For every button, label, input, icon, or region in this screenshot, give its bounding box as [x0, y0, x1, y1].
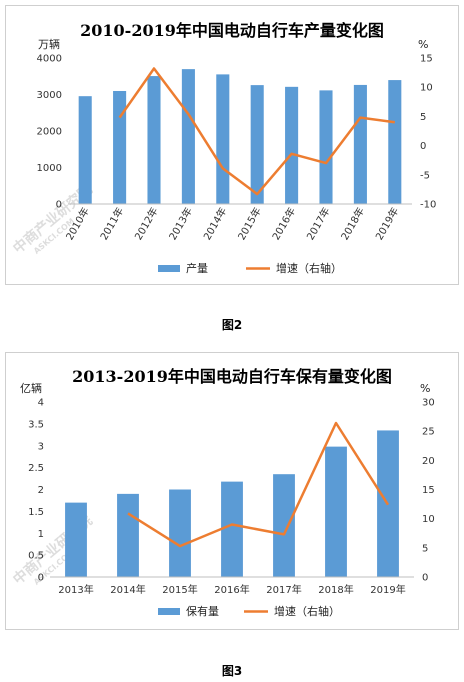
left-axis-tick-label: 0	[38, 573, 44, 584]
x-axis-tick-label: 2018年	[318, 583, 353, 596]
left-axis-unit: 万辆	[38, 37, 60, 51]
left-axis-tick-label: 2.5	[28, 463, 44, 474]
left-axis-tick-label: 1.5	[28, 507, 44, 518]
right-axis-unit: %	[420, 382, 430, 395]
figure-caption-2: 图2	[221, 318, 243, 332]
left-axis-tick-label: 1000	[37, 163, 62, 174]
left-axis-tick-label: 4000	[37, 54, 62, 65]
bar-产量	[147, 76, 161, 204]
right-axis-tick-label: 5	[422, 543, 428, 554]
legend-label-bar: 产量	[186, 261, 208, 275]
bar-保有量	[221, 481, 243, 577]
bar-保有量	[325, 446, 347, 577]
left-axis-tick-label: 3	[38, 441, 44, 452]
left-axis-unit: 亿辆	[20, 381, 42, 395]
figure-caption-3: 图3	[221, 664, 243, 678]
bar-保有量	[169, 489, 191, 577]
chart-panel-production: 2010-2019年中国电动自行车产量变化图 万辆% 中商产业研究院 ASKCI.CO…	[5, 5, 459, 285]
bar-产量	[250, 85, 264, 204]
x-axis-tick-label: 2015年	[235, 205, 264, 242]
chart-title: 2010-2019年中国电动自行车产量变化图	[80, 21, 384, 40]
left-axis-tick-label: 4	[38, 398, 44, 409]
line-growth-rate	[127, 421, 390, 548]
right-axis-tick-label: 15	[420, 54, 433, 65]
legend-label-line: 增速（右轴）	[274, 604, 340, 618]
bar-产量	[285, 86, 299, 204]
right-axis-tick-label: 10	[422, 514, 435, 525]
legend-swatch-bar	[158, 265, 180, 272]
x-axis-tick-label: 2011年	[97, 205, 126, 242]
legend-label-line: 增速（右轴）	[276, 261, 342, 275]
right-axis-unit: %	[418, 38, 428, 51]
x-axis-tick-label: 2013年	[58, 583, 93, 596]
x-axis-tick-label: 2016年	[269, 205, 298, 242]
x-axis-tick-label: 2016年	[214, 583, 249, 596]
left-axis-tick-label: 3.5	[28, 419, 44, 430]
bar-保有量	[273, 474, 295, 577]
right-axis-tick-label: 15	[422, 485, 435, 496]
x-axis-tick-label: 2018年	[338, 205, 367, 242]
x-axis-tick-label: 2017年	[266, 583, 301, 596]
bar-产量	[181, 69, 195, 204]
right-axis-tick-label: 5	[420, 112, 426, 123]
bar-产量	[216, 74, 230, 205]
right-axis-tick-label: 25	[422, 427, 435, 438]
right-axis-tick-label: -5	[420, 170, 430, 181]
x-axis-tick-label: 2014年	[110, 583, 145, 596]
bar-产量	[113, 90, 127, 204]
right-axis-tick-label: -10	[420, 200, 436, 211]
x-axis-tick-label: 2017年	[304, 205, 333, 242]
bar-产量	[353, 84, 367, 204]
legend-swatch-bar	[158, 608, 180, 615]
x-axis-tick-label: 2014年	[200, 205, 229, 242]
bar-产量	[319, 90, 333, 204]
right-axis-tick-label: 0	[422, 573, 428, 584]
left-axis-tick-label: 1	[38, 529, 44, 540]
left-axis-tick-label: 0.5	[28, 551, 44, 562]
x-axis-tick-label: 2015年	[162, 583, 197, 596]
left-axis-tick-label: 2000	[37, 127, 62, 138]
right-axis-tick-label: 20	[422, 456, 435, 467]
bar-保有量	[117, 493, 139, 577]
bar-产量	[78, 96, 92, 204]
bar-产量	[388, 80, 402, 204]
x-axis-tick-label: 2019年	[372, 205, 401, 242]
right-axis-tick-label: 10	[420, 83, 433, 94]
right-axis-tick-label: 0	[420, 141, 426, 152]
legend-label-bar: 保有量	[186, 604, 219, 618]
left-axis-tick-label: 3000	[37, 90, 62, 101]
chart-title: 2013-2019年中国电动自行车保有量变化图	[72, 367, 392, 386]
right-axis-tick-label: 30	[422, 398, 435, 409]
x-axis-tick-label: 2019年	[370, 583, 405, 596]
x-axis-tick-label: 2013年	[166, 205, 195, 242]
bar-保有量	[65, 502, 87, 577]
chart-panel-ownership: 2013-2019年中国电动自行车保有量变化图亿辆% 中商产业研究院 ASKCI.C…	[5, 352, 459, 630]
x-axis-tick-label: 2012年	[132, 205, 161, 242]
left-axis-tick-label: 2	[38, 485, 44, 496]
left-axis-tick-label: 0	[56, 200, 62, 211]
